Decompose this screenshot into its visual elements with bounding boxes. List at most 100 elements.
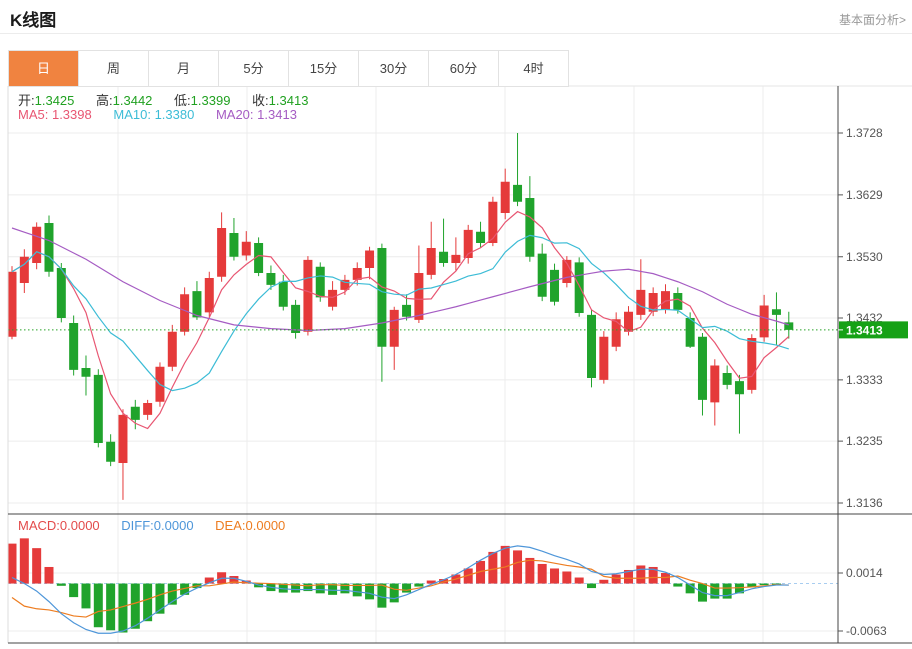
tab-week[interactable]: 周: [79, 51, 149, 86]
macd-bar: [587, 583, 597, 589]
macd-bar: [32, 548, 42, 584]
candle-body: [69, 323, 79, 370]
candle-body: [636, 289, 646, 315]
candle-body: [402, 304, 412, 317]
candle-body: [340, 279, 350, 290]
macd-bar: [19, 538, 29, 584]
tab-5min[interactable]: 5分: [219, 51, 289, 86]
current-price-tag: [839, 321, 908, 339]
candle-body: [204, 278, 214, 313]
macd-bar: [303, 583, 313, 592]
candle-body: [7, 271, 17, 337]
macd-bar: [93, 583, 103, 628]
tab-60min[interactable]: 60分: [429, 51, 499, 86]
tab-15min[interactable]: 15分: [289, 51, 359, 86]
candle-body: [759, 305, 769, 338]
macd-bar: [648, 566, 658, 584]
candle-body: [439, 251, 449, 263]
candle-body: [525, 198, 535, 257]
candle-body: [451, 254, 461, 263]
ma5-value: MA5: 1.3398: [18, 107, 92, 122]
open-value: 开:1.3425: [18, 93, 75, 108]
macd-bar: [426, 580, 436, 584]
candle-body: [426, 248, 436, 275]
candle-body: [784, 322, 794, 330]
candle-body: [303, 259, 313, 332]
macd-bar: [69, 583, 79, 598]
dea-value: DEA:0.0000: [215, 518, 286, 533]
candle-body: [266, 273, 276, 285]
macd-bar: [599, 579, 609, 584]
period-tab-strip: 日 周 月 5分 15分 30分 60分 4时: [8, 50, 569, 87]
candle-body: [710, 365, 720, 403]
macd-bar: [402, 583, 412, 593]
ma-legend: MA5: 1.3398 MA10: 1.3380 MA20: 1.3413: [18, 107, 315, 122]
macd-bar: [167, 583, 177, 605]
macd-bar: [463, 568, 473, 584]
macd-bar: [624, 569, 633, 584]
candle-body: [697, 336, 707, 400]
candle-body: [32, 226, 42, 263]
low-value: 低:1.3399: [174, 93, 231, 108]
macd-bar: [81, 583, 91, 609]
macd-bar: [106, 583, 116, 631]
candle-body: [685, 318, 695, 347]
candle-body: [587, 314, 597, 378]
macd-bar: [660, 573, 670, 584]
candle-body: [291, 304, 301, 333]
candle-body: [648, 293, 658, 312]
y-axis-label: 0.0014: [846, 566, 883, 580]
macd-bar: [328, 583, 338, 595]
candle-body: [217, 228, 227, 277]
candle-body: [143, 403, 153, 415]
fundamental-analysis-link[interactable]: 基本面分析>: [838, 13, 906, 27]
candle-body: [44, 223, 54, 272]
candle-body: [513, 184, 523, 202]
tab-day[interactable]: 日: [9, 51, 79, 86]
macd-bar: [241, 580, 251, 584]
macd-bar: [710, 583, 720, 599]
macd-bar: [611, 574, 621, 584]
macd-value: MACD:0.0000: [18, 518, 100, 533]
macd-bar: [562, 571, 572, 584]
candle-body: [476, 231, 486, 243]
macd-bar: [365, 583, 375, 600]
candle-body: [118, 414, 128, 463]
candle-body: [722, 373, 732, 385]
macd-bar: [130, 583, 140, 629]
candle-body: [463, 229, 473, 258]
macd-bar: [771, 583, 781, 585]
macd-bar: [673, 583, 683, 587]
macd-bar: [204, 577, 214, 584]
candle-body: [241, 241, 251, 256]
tab-4hour[interactable]: 4时: [499, 51, 568, 86]
candle-body: [19, 256, 29, 283]
macd-bar: [56, 583, 66, 586]
macd-bar: [278, 583, 288, 593]
macd-bar: [734, 583, 744, 594]
candle-body: [562, 259, 572, 283]
macd-legend: MACD:0.0000 DIFF:0.0000 DEA:0.0000: [18, 518, 303, 533]
tab-month[interactable]: 月: [149, 51, 219, 86]
tab-30min[interactable]: 30分: [359, 51, 429, 86]
candle-body: [328, 289, 338, 307]
title-divider: [0, 33, 912, 34]
candle-body: [574, 262, 584, 313]
candle-body: [550, 269, 560, 302]
macd-bar: [229, 576, 239, 584]
candle-body: [192, 291, 202, 318]
diff-line: [11, 545, 789, 634]
macd-bar: [180, 583, 190, 595]
macd-bar: [44, 566, 54, 584]
candle-body: [278, 281, 288, 307]
macd-bar: [291, 583, 301, 593]
macd-bar: [389, 583, 399, 603]
candle-body: [315, 266, 325, 298]
candle-body: [180, 294, 190, 332]
macd-bar: [722, 583, 732, 599]
y-axis-label: -0.0063: [846, 624, 887, 638]
macd-bar: [340, 583, 350, 594]
candle-body: [673, 293, 683, 310]
macd-bar: [439, 579, 449, 584]
